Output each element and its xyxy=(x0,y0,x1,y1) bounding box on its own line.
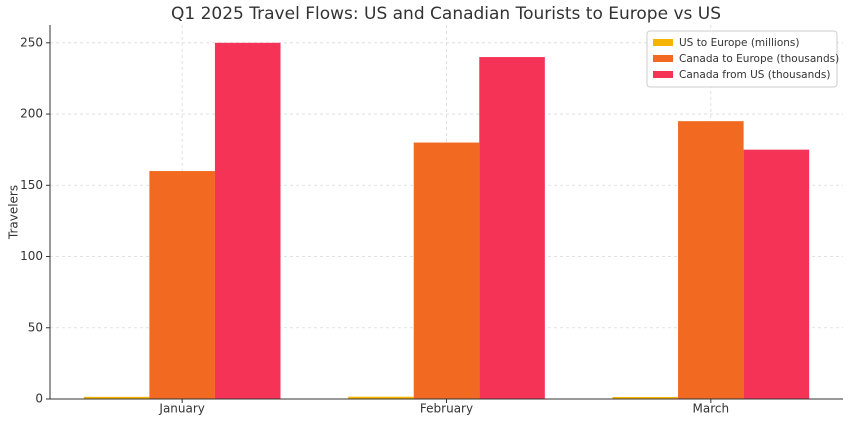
x-tick-label: March xyxy=(693,402,730,416)
x-tick-label: February xyxy=(420,402,473,416)
legend: US to Europe (millions) Canada to Europe … xyxy=(646,30,839,88)
y-tick-label: 0 xyxy=(35,392,43,406)
bar xyxy=(678,121,744,400)
y-axis-label: Travelers xyxy=(7,185,21,240)
y-tick-label: 250 xyxy=(20,35,43,49)
chart-title: Q1 2025 Travel Flows: US and Canadian To… xyxy=(171,4,721,24)
y-tick-label: 50 xyxy=(28,320,43,334)
legend-swatch xyxy=(653,55,673,62)
bar xyxy=(149,171,215,399)
legend-label: Canada to Europe (thousands) xyxy=(679,53,839,65)
bar xyxy=(214,42,281,400)
legend-label: Canada from US (thousands) xyxy=(679,69,831,81)
bar xyxy=(348,396,414,399)
y-tick-label: 100 xyxy=(20,249,43,263)
legend-label: US to Europe (millions) xyxy=(679,37,799,49)
legend-box xyxy=(646,30,838,88)
bar xyxy=(479,57,545,400)
x-tick-label: January xyxy=(158,402,205,416)
bar xyxy=(743,149,810,399)
legend-swatch xyxy=(653,39,673,46)
y-tick-label: 150 xyxy=(20,178,43,192)
bar xyxy=(413,142,480,400)
bar xyxy=(612,397,679,399)
bar xyxy=(83,396,150,399)
y-tick-label: 200 xyxy=(20,107,43,121)
legend-swatch xyxy=(653,71,673,78)
